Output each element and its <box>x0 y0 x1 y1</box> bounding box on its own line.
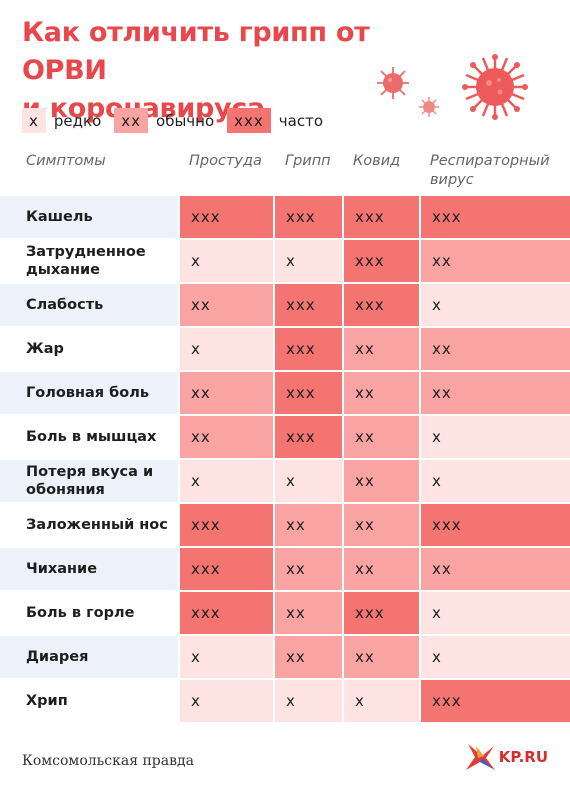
cell-cold: xxx <box>178 548 273 590</box>
cell-flu: xx <box>273 636 342 678</box>
cell-resp: xxx <box>419 196 570 238</box>
symptoms-table: Кашель xxx xxx xxx xxx Затрудненное дыхание x x… <box>0 194 570 722</box>
symptom-label: Диарея <box>0 636 178 678</box>
cell-resp: xxx <box>419 680 570 722</box>
table-row: Головная боль xx xxx xx xx <box>0 370 570 414</box>
symptom-label: Хрип <box>0 680 178 722</box>
symptom-label: Заложенный нос <box>0 504 178 546</box>
cell-flu: xxx <box>273 284 342 326</box>
table-row: Диарея x xx xx x <box>0 634 570 678</box>
table-row: Потеря вкуса и обоняния x x xx x <box>0 458 570 502</box>
cell-covid: xxx <box>342 240 419 282</box>
cell-flu: xx <box>273 548 342 590</box>
legend-often-box: xxx <box>227 108 271 133</box>
table-row: Жар x xxx xx xx <box>0 326 570 370</box>
table-row: Слабость xx xxx xxx x <box>0 282 570 326</box>
header-symptoms: Симптомы <box>26 153 106 169</box>
symptom-label: Кашель <box>0 196 178 238</box>
kp-logo[interactable]: KP.RU <box>464 742 548 772</box>
symptom-label: Жар <box>0 328 178 370</box>
table-row: Кашель xxx xxx xxx xxx <box>0 194 570 238</box>
cell-cold: x <box>178 240 273 282</box>
kp-star-icon <box>465 744 495 770</box>
cell-cold: xxx <box>178 592 273 634</box>
cell-resp: xxx <box>419 504 570 546</box>
cell-flu: xxx <box>273 328 342 370</box>
cell-resp: x <box>419 592 570 634</box>
cell-covid: xx <box>342 372 419 414</box>
symptom-label: Головная боль <box>0 372 178 414</box>
legend-rare-label: редко <box>53 111 102 130</box>
virus-small-icon <box>419 97 439 117</box>
cell-resp: xx <box>419 548 570 590</box>
kp-logo-text: KP.RU <box>498 748 548 766</box>
cell-covid: xxx <box>342 284 419 326</box>
symptom-label: Чихание <box>0 548 178 590</box>
cell-covid: x <box>342 680 419 722</box>
table-row: Хрип x x x xxx <box>0 678 570 722</box>
cell-cold: xxx <box>178 504 273 546</box>
cell-cold: x <box>178 460 273 502</box>
cell-covid: xx <box>342 460 419 502</box>
cell-flu: xx <box>273 504 342 546</box>
table-row: Чихание xxx xx xx xx <box>0 546 570 590</box>
virus-large-icon <box>462 54 528 120</box>
table-row: Заложенный нос xxx xx xx xxx <box>0 502 570 546</box>
cell-covid: xx <box>342 504 419 546</box>
cell-cold: xx <box>178 416 273 458</box>
cell-resp: x <box>419 460 570 502</box>
cell-flu: x <box>273 240 342 282</box>
table-row: Боль в мышцах xx xxx xx x <box>0 414 570 458</box>
table-row: Боль в горле xxx xx xxx x <box>0 590 570 634</box>
cell-resp: xx <box>419 240 570 282</box>
cell-cold: xx <box>178 284 273 326</box>
table-header: Симптомы Простуда Грипп Ковид Респиратор… <box>0 148 570 193</box>
cell-flu: x <box>273 460 342 502</box>
cell-covid: xx <box>342 636 419 678</box>
cell-covid: xxx <box>342 196 419 238</box>
legend-usual-box: xx <box>114 108 149 133</box>
legend-often-label: часто <box>278 111 323 130</box>
cell-covid: xx <box>342 548 419 590</box>
cell-flu: x <box>273 680 342 722</box>
symptom-label: Боль в горле <box>0 592 178 634</box>
legend: x редко xx обычно xxx часто <box>22 108 336 133</box>
cell-flu: xxx <box>273 416 342 458</box>
symptom-label: Затрудненное дыхание <box>0 240 178 282</box>
cell-resp: xx <box>419 328 570 370</box>
cell-resp: xx <box>419 372 570 414</box>
symptom-label: Потеря вкуса и обоняния <box>0 460 178 502</box>
cell-flu: xxx <box>273 372 342 414</box>
header-covid: Ковид <box>353 153 401 169</box>
cell-cold: x <box>178 636 273 678</box>
table-row: Затрудненное дыхание x x xxx xx <box>0 238 570 282</box>
symptom-label: Боль в мышцах <box>0 416 178 458</box>
cell-resp: x <box>419 284 570 326</box>
cell-cold: xxx <box>178 196 273 238</box>
cell-covid: xx <box>342 328 419 370</box>
cell-cold: xx <box>178 372 273 414</box>
header-cold: Простуда <box>189 153 262 169</box>
symptom-label: Слабость <box>0 284 178 326</box>
cell-cold: x <box>178 680 273 722</box>
cell-resp: x <box>419 636 570 678</box>
legend-usual-label: обычно <box>156 111 215 130</box>
virus-medium-icon <box>377 67 409 99</box>
title-line-1: Как отличить грипп от ОРВИ <box>22 17 370 86</box>
cell-cold: x <box>178 328 273 370</box>
cell-resp: x <box>419 416 570 458</box>
cell-covid: xxx <box>342 592 419 634</box>
source-label: Комсомольская правда <box>22 753 194 769</box>
header-resp: Респираторный вирус <box>430 153 550 188</box>
cell-flu: xx <box>273 592 342 634</box>
cell-covid: xx <box>342 416 419 458</box>
cell-flu: xxx <box>273 196 342 238</box>
legend-rare-box: x <box>22 108 46 133</box>
page-title: Как отличить грипп от ОРВИ и коронавирус… <box>22 14 402 128</box>
header-flu: Грипп <box>285 153 331 169</box>
